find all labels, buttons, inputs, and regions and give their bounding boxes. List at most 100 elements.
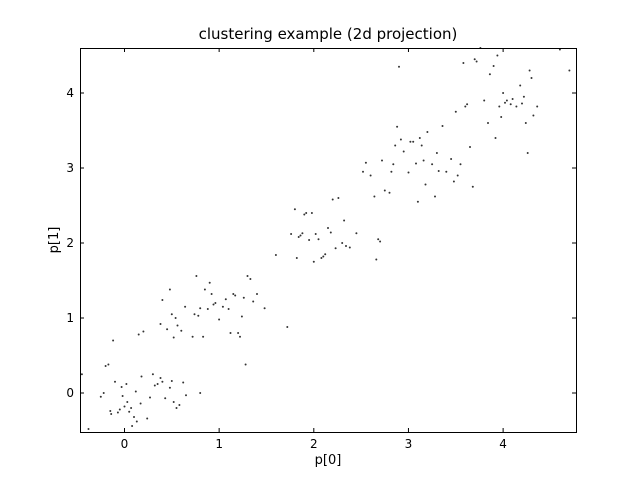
y-tick-label: 0 xyxy=(66,386,74,400)
data-point xyxy=(431,163,434,166)
data-point xyxy=(483,99,486,102)
data-point xyxy=(295,257,298,259)
data-point xyxy=(301,232,304,235)
data-point xyxy=(379,240,382,243)
data-point xyxy=(526,152,529,154)
data-point xyxy=(221,305,224,308)
x-tick-label: 3 xyxy=(405,437,413,451)
data-point xyxy=(402,150,405,153)
data-point xyxy=(392,163,395,166)
data-point xyxy=(172,336,175,339)
data-point xyxy=(293,208,296,211)
data-point xyxy=(383,189,386,192)
data-point xyxy=(530,77,533,79)
data-point xyxy=(434,195,436,198)
data-point xyxy=(199,307,202,310)
data-point xyxy=(199,392,202,394)
data-point xyxy=(396,125,399,128)
data-point xyxy=(329,231,332,234)
data-point xyxy=(161,380,164,383)
data-point xyxy=(441,125,444,127)
data-point xyxy=(80,373,83,376)
data-point xyxy=(232,293,235,295)
data-point xyxy=(337,197,340,199)
data-point xyxy=(498,105,501,108)
y-tick-label: 1 xyxy=(66,311,74,325)
data-point xyxy=(218,318,221,321)
data-point xyxy=(375,258,378,261)
data-point xyxy=(422,159,425,162)
data-point xyxy=(120,386,123,388)
data-point xyxy=(314,233,317,235)
data-point xyxy=(487,122,489,124)
data-point xyxy=(110,413,113,415)
data-point xyxy=(355,232,358,235)
data-point xyxy=(137,333,140,336)
data-point xyxy=(159,377,162,379)
data-point xyxy=(521,102,523,105)
data-point xyxy=(135,420,138,423)
data-point xyxy=(452,180,455,183)
data-point xyxy=(536,105,539,108)
data-point xyxy=(161,299,164,301)
data-point xyxy=(159,323,162,325)
data-point xyxy=(244,363,247,366)
data-point xyxy=(420,144,423,147)
data-point xyxy=(488,73,491,76)
data-point xyxy=(424,183,427,186)
data-point xyxy=(125,383,128,385)
plot-frame xyxy=(80,48,577,433)
data-point xyxy=(112,339,115,342)
data-point xyxy=(176,324,179,327)
data-point xyxy=(464,105,467,108)
data-point xyxy=(416,200,419,203)
data-point xyxy=(528,69,531,72)
y-tick-label: 4 xyxy=(66,86,74,100)
data-point xyxy=(322,255,325,258)
data-point xyxy=(502,92,505,94)
data-point xyxy=(500,116,503,118)
y-tick-label: 2 xyxy=(66,236,74,250)
data-point xyxy=(249,278,252,280)
data-point xyxy=(504,101,506,104)
data-point xyxy=(343,219,346,222)
data-point xyxy=(104,365,107,367)
data-point xyxy=(532,114,535,117)
data-point xyxy=(524,122,527,124)
data-point xyxy=(185,394,187,397)
data-point xyxy=(131,425,134,427)
data-point xyxy=(320,257,323,259)
data-point xyxy=(390,170,393,173)
data-point xyxy=(445,170,448,173)
data-point xyxy=(168,386,171,389)
data-point xyxy=(197,314,200,317)
data-point xyxy=(317,238,320,241)
data-point xyxy=(454,110,457,113)
x-axis-label: p[0] xyxy=(315,453,342,468)
data-point xyxy=(121,395,124,397)
data-point xyxy=(214,302,217,304)
data-point xyxy=(123,405,126,408)
data-point xyxy=(146,417,149,420)
data-point xyxy=(252,300,255,303)
data-point xyxy=(139,402,142,405)
data-point xyxy=(312,260,315,263)
data-point xyxy=(114,380,116,383)
data-point xyxy=(191,335,194,338)
data-point xyxy=(341,242,344,244)
data-point xyxy=(290,233,293,235)
chart-title: clustering example (2d projection) xyxy=(199,25,458,43)
data-point xyxy=(437,170,440,172)
data-point xyxy=(515,105,518,108)
data-points xyxy=(80,47,571,430)
data-point xyxy=(324,253,327,256)
data-point xyxy=(381,159,383,162)
data-point xyxy=(180,329,183,332)
data-point xyxy=(126,401,129,403)
data-point xyxy=(399,138,402,141)
data-point xyxy=(208,281,211,284)
data-point xyxy=(256,293,258,295)
data-point xyxy=(224,298,227,301)
data-point xyxy=(134,390,137,393)
data-point xyxy=(242,296,245,299)
